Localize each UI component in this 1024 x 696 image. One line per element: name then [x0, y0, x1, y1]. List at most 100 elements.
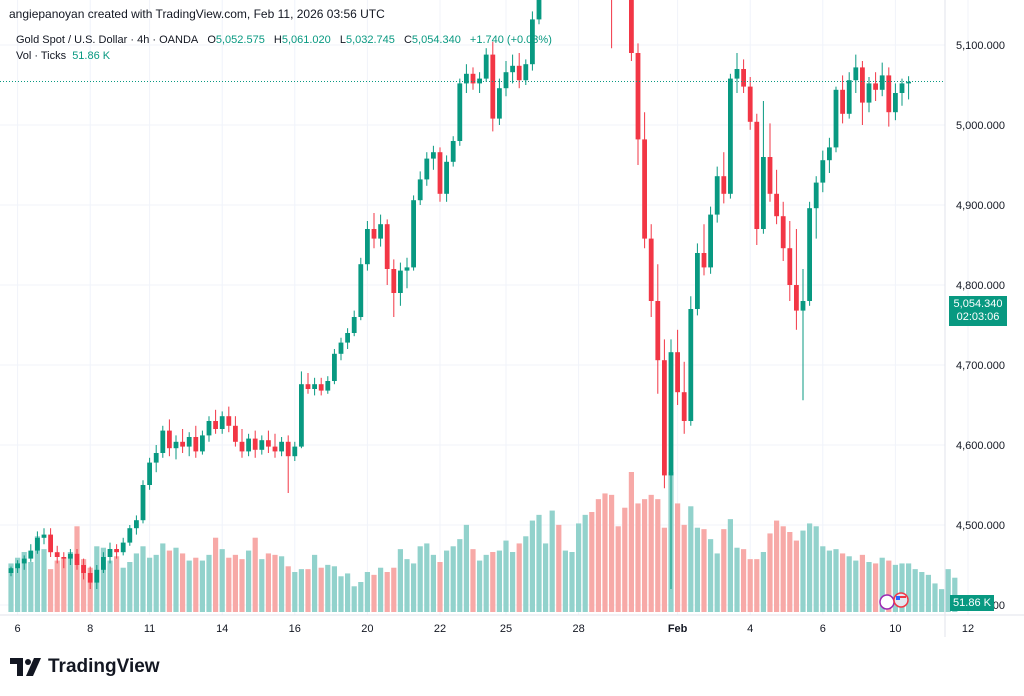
candle-up[interactable] — [206, 416, 212, 442]
candle-up[interactable] — [259, 435, 265, 455]
candle-up[interactable] — [345, 328, 350, 349]
candle-up[interactable] — [147, 457, 152, 490]
candle-down[interactable] — [252, 430, 258, 458]
candle-down[interactable] — [371, 213, 377, 249]
candle-down[interactable] — [272, 433, 278, 458]
candle-down[interactable] — [794, 229, 799, 330]
candle-down[interactable] — [648, 224, 654, 317]
candle-down[interactable] — [873, 72, 878, 101]
candle-up[interactable] — [424, 152, 430, 186]
candle-up[interactable] — [351, 310, 357, 337]
candle-down[interactable] — [721, 152, 727, 204]
candle-down[interactable] — [767, 123, 773, 202]
candle-up[interactable] — [35, 531, 40, 554]
candle-up[interactable] — [140, 480, 146, 524]
candle-up[interactable] — [464, 64, 469, 93]
candle-up[interactable] — [28, 544, 34, 562]
candle-down[interactable] — [609, 0, 614, 49]
candle-down[interactable] — [54, 545, 60, 564]
candle-up[interactable] — [714, 166, 720, 223]
candle-down[interactable] — [655, 264, 661, 394]
candle-up[interactable] — [292, 441, 298, 461]
candle-down[interactable] — [787, 221, 793, 301]
flag-icons[interactable] — [879, 592, 909, 610]
candle-up[interactable] — [688, 296, 694, 426]
candle-up[interactable] — [477, 72, 482, 93]
candle-down[interactable] — [226, 406, 232, 433]
candle-up[interactable] — [15, 560, 20, 573]
candle-up[interactable] — [246, 433, 251, 457]
symbol-name[interactable]: Gold Spot / U.S. Dollar — [16, 34, 128, 46]
candle-down[interactable] — [285, 435, 291, 493]
candle-up[interactable] — [510, 54, 515, 84]
candle-down[interactable] — [754, 113, 760, 245]
candle-down[interactable] — [318, 377, 324, 396]
volume-label[interactable]: Vol · Ticks — [16, 50, 67, 62]
candle-up[interactable] — [536, 0, 542, 25]
candle-up[interactable] — [800, 269, 806, 401]
candle-down[interactable] — [490, 41, 496, 132]
candle-up[interactable] — [813, 176, 819, 239]
candle-down[interactable] — [747, 77, 753, 130]
candle-down[interactable] — [239, 429, 245, 458]
candle-down[interactable] — [81, 558, 86, 580]
candle-down[interactable] — [886, 67, 892, 127]
candle-up[interactable] — [332, 349, 337, 385]
candle-up[interactable] — [734, 53, 740, 93]
candle-up[interactable] — [695, 243, 700, 316]
candle-up[interactable] — [820, 150, 826, 193]
candle-up[interactable] — [444, 155, 449, 202]
candle-down[interactable] — [213, 409, 218, 434]
candle-up[interactable] — [398, 262, 403, 306]
candle-down[interactable] — [675, 329, 680, 405]
candle-down[interactable] — [74, 549, 80, 570]
candle-down[interactable] — [233, 416, 238, 447]
candle-up[interactable] — [101, 552, 106, 573]
candle-up[interactable] — [846, 72, 852, 119]
interval[interactable]: 4h — [137, 34, 150, 46]
candle-up[interactable] — [893, 83, 898, 121]
candle-up[interactable] — [761, 101, 766, 234]
candle-up[interactable] — [411, 195, 416, 271]
candle-down[interactable] — [193, 425, 199, 458]
candle-up[interactable] — [358, 257, 364, 321]
candle-up[interactable] — [853, 54, 859, 93]
candle-down[interactable] — [48, 528, 53, 557]
candle-up[interactable] — [827, 137, 832, 173]
candle-up[interactable] — [450, 136, 456, 167]
candle-up[interactable] — [523, 59, 529, 85]
candle-up[interactable] — [417, 171, 423, 205]
candle-up[interactable] — [728, 73, 733, 199]
candle-down[interactable] — [681, 361, 687, 434]
candle-down[interactable] — [516, 53, 522, 89]
candle-down[interactable] — [180, 429, 185, 453]
candle-down[interactable] — [470, 67, 476, 90]
candle-down[interactable] — [384, 219, 390, 285]
candle-up[interactable] — [160, 425, 166, 458]
candle-up[interactable] — [173, 435, 179, 460]
candle-up[interactable] — [200, 430, 205, 455]
candle-up[interactable] — [483, 48, 489, 82]
candle-up[interactable] — [503, 61, 509, 97]
candle-down[interactable] — [774, 169, 779, 225]
candle-down[interactable] — [860, 61, 865, 125]
candle-up[interactable] — [219, 411, 225, 434]
candle-up[interactable] — [431, 145, 436, 170]
candle-up[interactable] — [120, 537, 126, 556]
candle-down[interactable] — [437, 147, 443, 202]
candle-down[interactable] — [780, 201, 786, 261]
candle-up[interactable] — [668, 339, 674, 589]
time-axis[interactable]: 6 8 11 14 16 20 22 25 28 Feb 4 6 10 12 — [15, 623, 975, 635]
candle-up[interactable] — [8, 566, 14, 577]
candle-down[interactable] — [167, 419, 172, 457]
candlestick-series[interactable] — [8, 0, 911, 589]
candle-up[interactable] — [866, 77, 872, 113]
candle-down[interactable] — [741, 59, 746, 93]
candle-up[interactable] — [457, 78, 463, 146]
candle-up[interactable] — [127, 525, 133, 546]
candle-up[interactable] — [708, 206, 713, 274]
candle-up[interactable] — [906, 76, 911, 100]
candle-up[interactable] — [107, 542, 113, 564]
candle-down[interactable] — [87, 566, 93, 589]
